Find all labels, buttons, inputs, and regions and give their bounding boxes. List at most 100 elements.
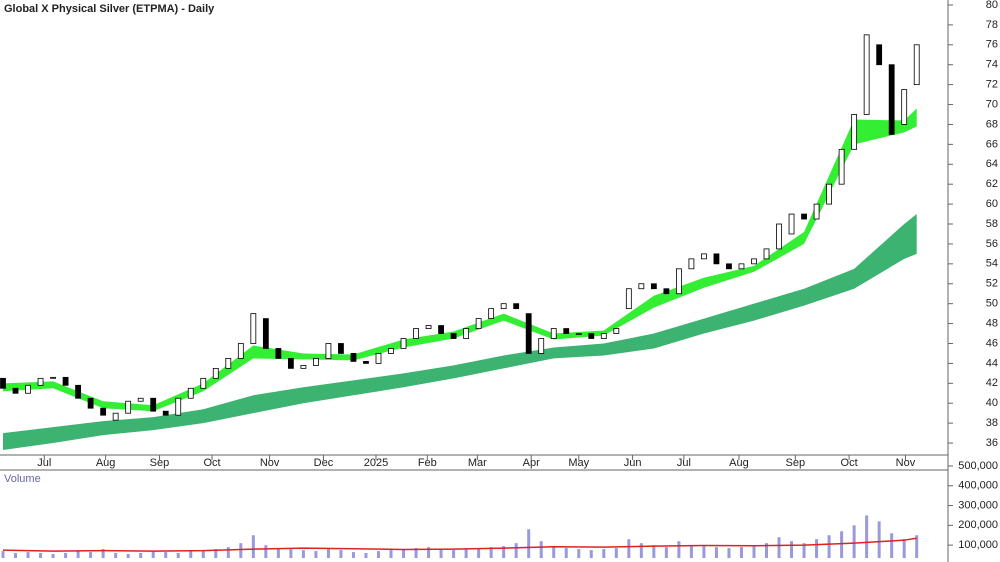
y-tick-label: 56 (986, 238, 998, 250)
candle (663, 288, 670, 295)
chart-title: Global X Physical Silver (ETPMA) - Daily (4, 3, 215, 15)
candle (212, 367, 219, 379)
candle (713, 253, 720, 265)
volume-tick-label: 300,000 (958, 499, 998, 511)
volume-bar (890, 533, 894, 558)
candle (738, 263, 745, 270)
x-tick-label: Aug (729, 457, 749, 469)
y-tick-label: 36 (986, 437, 998, 449)
candle (500, 303, 507, 310)
volume-bar (452, 550, 456, 558)
volume-bar (126, 554, 130, 558)
y-tick-label: 52 (986, 278, 998, 290)
candle (413, 328, 419, 339)
candle (350, 353, 357, 362)
candle (563, 328, 570, 334)
volume-tick-label: 200,000 (958, 519, 998, 531)
y-tick-label: 76 (986, 39, 998, 51)
volume-bar (427, 547, 431, 558)
volume-bar (176, 553, 180, 558)
candle (237, 343, 244, 359)
y-tick-label: 62 (986, 178, 998, 190)
volume-bar (164, 552, 168, 558)
candle (450, 333, 457, 339)
volume-bar (76, 551, 80, 558)
volume-bar (902, 539, 906, 558)
volume-bar (201, 550, 205, 558)
candle (726, 263, 732, 270)
candle (575, 333, 582, 335)
volume-bar (652, 545, 656, 558)
volume-bar (226, 547, 230, 558)
candle (588, 333, 595, 339)
volume-bar (51, 554, 55, 558)
candle (851, 114, 858, 150)
candle (788, 213, 795, 235)
volume-bar (677, 541, 681, 558)
y-tick-label: 58 (986, 218, 998, 230)
candle (275, 348, 282, 359)
volume-bar (464, 549, 468, 558)
x-tick-label: Dec (314, 457, 334, 469)
candle (400, 338, 407, 349)
volume-bar (627, 539, 631, 558)
volume-bar (26, 552, 30, 558)
x-tick-label: Jun (624, 457, 642, 469)
volume-bar (339, 550, 343, 558)
y-tick-label: 60 (986, 198, 998, 210)
volume-bar (301, 550, 305, 558)
candle (888, 64, 895, 135)
candle (826, 183, 832, 205)
volume-bar (14, 553, 18, 558)
y-tick-label: 46 (986, 337, 998, 349)
x-tick-label: Apr (523, 457, 540, 469)
volume-bar (376, 551, 380, 558)
candle (200, 377, 207, 389)
x-tick-label: Mar (468, 457, 487, 469)
candle (600, 333, 607, 339)
candle (87, 397, 94, 409)
candle (25, 384, 31, 394)
volume-bar (502, 546, 506, 558)
volume-bar (39, 553, 43, 558)
y-tick-label: 68 (986, 118, 998, 130)
candle (262, 318, 269, 349)
candle (225, 358, 232, 369)
volume-bar (477, 548, 481, 558)
volume-bar (114, 553, 118, 558)
candle (125, 400, 132, 414)
volume-bar (915, 535, 919, 558)
x-tick-label: Oct (841, 457, 858, 469)
candle (375, 353, 382, 364)
candle (425, 325, 432, 329)
candle (363, 361, 369, 364)
candle (112, 412, 119, 421)
volume-bar (639, 543, 643, 558)
volume-bar (614, 548, 618, 558)
volume-bar (689, 545, 693, 558)
y-tick-label: 48 (986, 317, 998, 329)
x-tick-label: Jul (677, 457, 691, 469)
volume-bar (765, 543, 769, 558)
candle (538, 338, 545, 354)
volume-bar (389, 550, 393, 558)
candle (901, 89, 908, 125)
candle (525, 313, 532, 354)
candle (813, 203, 820, 220)
volume-tick-label: 500,000 (958, 460, 998, 472)
candle (300, 364, 307, 369)
x-tick-label: 2025 (364, 457, 388, 469)
candle (751, 258, 757, 265)
x-tick-label: Feb (418, 457, 437, 469)
y-tick-label: 72 (986, 79, 998, 91)
volume-bar (289, 549, 293, 558)
x-tick-label: Aug (96, 457, 116, 469)
volume-bar (539, 541, 543, 558)
volume-bar (276, 548, 280, 558)
volume-bar (514, 543, 518, 558)
volume-bar (589, 550, 593, 558)
candle (287, 358, 294, 369)
volume-bar (840, 531, 844, 558)
volume-bar (577, 549, 581, 558)
candle (463, 328, 470, 339)
